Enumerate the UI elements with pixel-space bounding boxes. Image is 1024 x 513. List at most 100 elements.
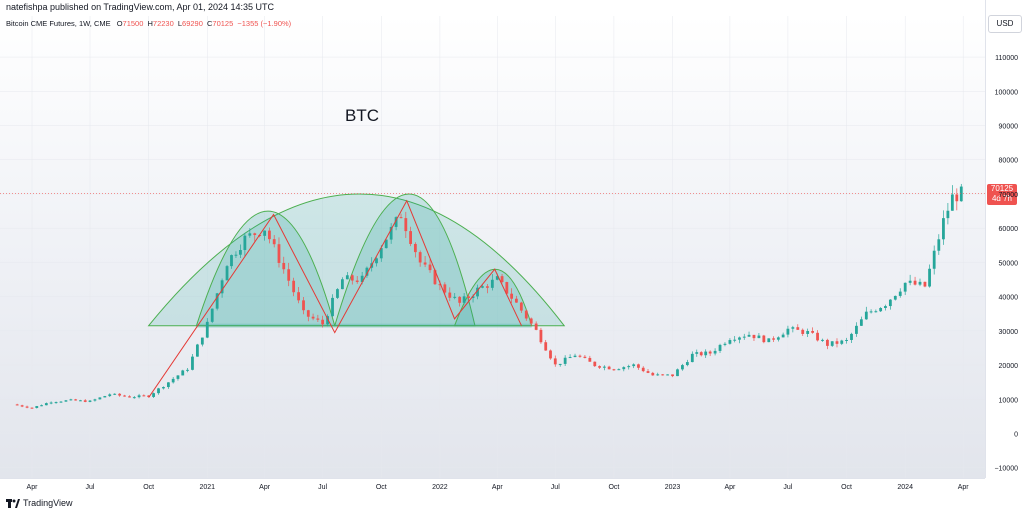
candle-body [79, 400, 82, 402]
candle-body [690, 353, 694, 363]
candle-body [898, 291, 902, 296]
candle-body [568, 357, 572, 359]
price-axis[interactable] [985, 0, 1024, 478]
candle-body [776, 337, 780, 340]
candle-body [389, 226, 393, 240]
candle-body [757, 335, 761, 339]
candle-body [384, 239, 388, 249]
candle-body [399, 217, 403, 219]
candle-body [821, 339, 824, 341]
chart-title: BTC [345, 106, 379, 125]
candle-body [59, 401, 63, 403]
symbol-label[interactable]: Bitcoin CME Futures, 1W, CME [6, 19, 111, 28]
candle-body [171, 378, 175, 383]
candle-body [234, 254, 238, 256]
candle-body [869, 311, 873, 313]
candle-body [225, 266, 229, 281]
last-price-value: 70125 [990, 184, 1014, 193]
candle-body [830, 341, 834, 346]
candle-body [433, 270, 437, 285]
candle-body [539, 329, 543, 343]
candle-body [365, 267, 369, 276]
chart-area[interactable] [0, 16, 985, 478]
candle-body [157, 388, 160, 394]
candle-body [297, 292, 300, 301]
currency-button[interactable]: USD [988, 15, 1022, 33]
candle-body [903, 282, 907, 292]
candle-body [937, 239, 941, 251]
big-arc [147, 193, 566, 327]
candle-body [69, 399, 73, 401]
candle-body [210, 308, 214, 322]
candle-body [695, 352, 699, 354]
candle-body [147, 395, 151, 397]
candle-body [239, 250, 242, 255]
candle-body [331, 297, 334, 317]
candle-body [884, 306, 887, 309]
candle-body [671, 374, 674, 377]
candle-body [40, 405, 43, 407]
candle-body [413, 243, 417, 253]
close-value: 70125 [212, 19, 234, 28]
candle-body [128, 396, 131, 398]
candle-body [458, 296, 462, 303]
candle-body [772, 338, 775, 340]
candle-body [704, 351, 708, 356]
candle-body [534, 323, 538, 330]
candle-body [195, 344, 199, 357]
candle-body [118, 393, 122, 396]
neckline-band [196, 323, 532, 328]
candle-body [617, 369, 621, 371]
candle-body [946, 210, 950, 219]
candle-body [253, 233, 257, 235]
candle-body [74, 399, 78, 401]
candle-body [524, 310, 528, 319]
candle-body [132, 397, 136, 399]
candle-body [637, 364, 640, 368]
candle-body [666, 374, 670, 376]
candle-body [893, 295, 897, 300]
candle-body [661, 374, 665, 376]
tradingview-logo[interactable]: TradingView [6, 498, 73, 508]
footer: TradingView [0, 494, 1024, 513]
high-label: H [147, 19, 153, 28]
candle-body [35, 406, 39, 408]
candle-body [83, 400, 87, 402]
candle-body [733, 339, 737, 341]
low-label: L [177, 19, 183, 28]
candle-body [514, 298, 518, 303]
high-value: 72230 [152, 19, 174, 28]
candle-body [913, 280, 917, 285]
candle-body [888, 299, 892, 307]
candle-body [88, 400, 92, 402]
candle-body [708, 351, 712, 354]
grid [0, 16, 985, 478]
candle-body [360, 275, 364, 282]
candle-body [404, 218, 408, 232]
candle-body [796, 327, 800, 330]
candle-body [563, 357, 567, 364]
candle-body [64, 400, 68, 402]
candle-body [495, 276, 499, 280]
close-label: C [207, 19, 213, 28]
candle-body [137, 395, 141, 398]
candle-body [811, 330, 815, 333]
candle-body [98, 397, 102, 400]
candle-body [908, 280, 912, 283]
candle-body [476, 287, 479, 297]
candle-body [806, 330, 810, 334]
last-price-tag: 70125 4d 7h [987, 184, 1017, 205]
candle-body [375, 258, 378, 264]
candle-body [646, 371, 650, 373]
candle-body [791, 327, 795, 329]
candle-body [186, 369, 189, 371]
time-axis[interactable] [0, 478, 985, 495]
candle-body [840, 340, 844, 344]
candle-body [263, 230, 267, 236]
candle-body [529, 318, 533, 324]
candle-body [379, 248, 383, 259]
candle-body [738, 337, 741, 340]
candle-body [113, 393, 117, 395]
candle-body [54, 402, 58, 404]
